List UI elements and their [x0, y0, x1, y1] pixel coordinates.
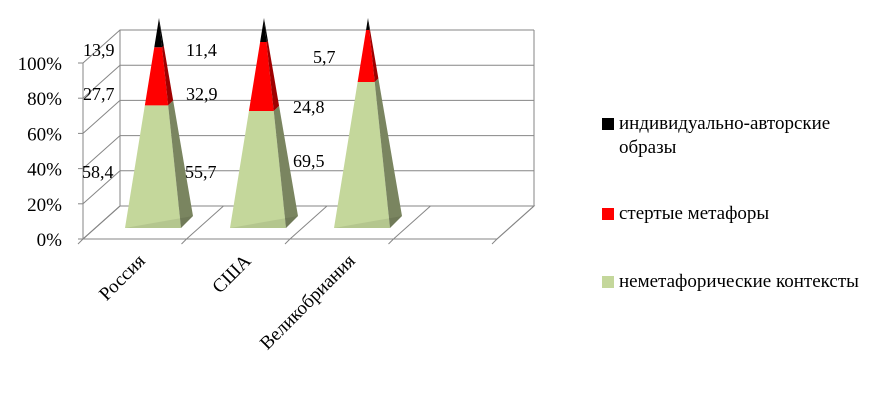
data-label: 11,4: [186, 40, 217, 60]
y-tick-label: 100%: [18, 54, 63, 75]
pyramid-segment-side: [159, 18, 164, 48]
legend-item: неметафорические контексты: [602, 270, 869, 294]
data-label: 5,7: [313, 47, 336, 67]
category-label: Россия: [95, 251, 150, 306]
gridline: [82, 29, 534, 64]
y-tick-label: 80%: [27, 89, 62, 110]
legend-swatch: [602, 208, 614, 220]
pyramids: [125, 18, 402, 228]
category-divider: [496, 205, 535, 240]
y-tick-label: 20%: [27, 195, 62, 216]
category-label: США: [208, 250, 255, 297]
x-tick: [181, 238, 187, 245]
data-label: 13,9: [83, 40, 115, 60]
pyramid-segment-front: [230, 111, 286, 228]
data-label: 24,8: [293, 97, 325, 117]
legend-swatch: [602, 276, 614, 288]
category-divider: [186, 205, 224, 240]
x-tick: [77, 238, 84, 245]
data-labels: 58,4 55,7 69,5 27,7 32,9 24,8 13,9 11,4 5,7: [82, 40, 336, 182]
legend-label: стертые метафоры: [619, 203, 770, 224]
pyramid-segment-front: [154, 18, 163, 48]
data-label: 32,9: [186, 84, 218, 104]
pyramid-shadow: [230, 216, 298, 228]
data-label: 69,5: [293, 151, 325, 171]
y-tick-label: 60%: [27, 124, 62, 145]
pyramid-segment-front: [260, 18, 267, 42]
pyramid-segment-front: [144, 47, 169, 106]
y-axis-ticks: 0% 20% 40% 60% 80% 100%: [18, 54, 83, 251]
pyramid-segment-side: [374, 78, 402, 228]
gridlines: [77, 29, 536, 245]
category-label: Великобриания: [256, 251, 360, 355]
pyramid-shadow: [334, 216, 402, 228]
data-label: 55,7: [185, 162, 217, 182]
pyramid-segment-front: [366, 18, 370, 30]
pyramid-segment-side: [368, 18, 370, 30]
pyramid-segment-side: [264, 18, 268, 42]
data-label: 58,4: [82, 162, 114, 182]
legend-item: стертые метафоры: [602, 202, 869, 226]
x-tick: [491, 238, 498, 245]
pyramid-segment-front: [334, 82, 390, 228]
y-tick-label: 40%: [27, 160, 62, 181]
pyramid-segment-front: [125, 105, 181, 228]
legend-swatch: [602, 118, 614, 130]
y-tick-label: 0%: [37, 230, 63, 251]
legend-label: неметафорические контексты: [619, 271, 859, 292]
pyramid-segment-side: [266, 40, 280, 112]
x-axis-categories: Россия США Великобриания: [95, 250, 360, 354]
pyramid-segment-side: [162, 45, 174, 106]
pyramid-segment-side: [273, 105, 298, 228]
data-label: 27,7: [83, 84, 115, 104]
pyramid-shadow: [125, 216, 193, 228]
pyramid-segment-side: [369, 29, 379, 83]
pyramid-segment-front: [248, 41, 274, 112]
pyramid-segment-front: [357, 29, 375, 83]
category-divider: [289, 205, 328, 240]
x-tick: [284, 238, 291, 245]
pyramid-segment-side: [168, 100, 193, 228]
category-divider: [82, 205, 121, 240]
legend-label: индивидуально-авторские образы: [619, 113, 831, 158]
category-divider: [393, 205, 431, 240]
legend-item: индивидуально-авторские образы: [602, 112, 869, 160]
x-tick: [388, 238, 394, 245]
